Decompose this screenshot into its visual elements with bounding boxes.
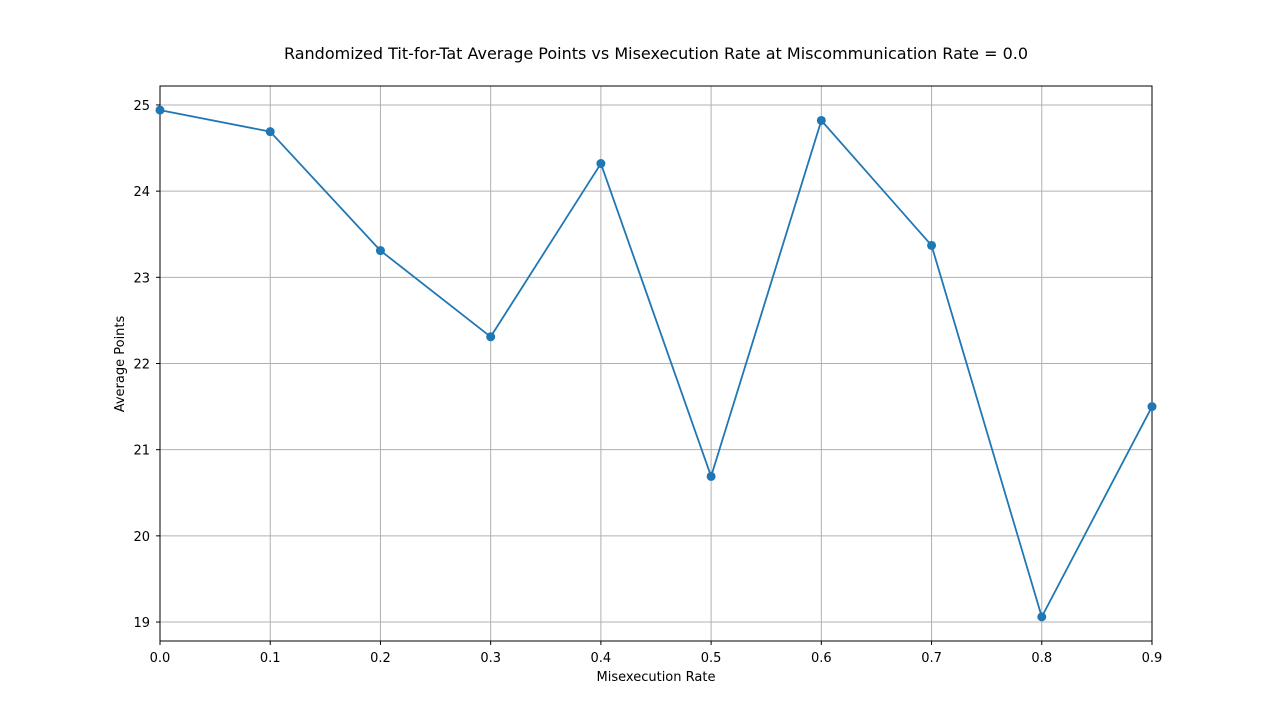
y-tick-label: 23 [133, 271, 150, 286]
x-tick-label: 0.4 [591, 651, 612, 666]
x-tick-label: 0.7 [921, 651, 942, 666]
data-point-marker [816, 115, 826, 125]
series-line [159, 109, 1153, 618]
data-point-marker [596, 159, 606, 169]
x-tick-label: 0.2 [370, 651, 391, 666]
data-point-marker [706, 471, 716, 481]
series-layer [155, 105, 1157, 622]
y-tick-label: 24 [133, 185, 150, 200]
y-tick-label: 25 [133, 99, 150, 114]
x-tick-label: 0.6 [811, 651, 832, 666]
x-tick-label: 0.9 [1142, 651, 1163, 666]
y-tick-label: 21 [133, 444, 150, 459]
grid-layer [159, 86, 1153, 641]
data-point-marker [1147, 402, 1157, 412]
data-point-marker [375, 246, 385, 256]
chart-title: Randomized Tit-for-Tat Average Points vs… [284, 44, 1028, 63]
x-axis-title: Misexecution Rate [597, 670, 716, 685]
data-point-marker [265, 127, 275, 137]
x-tick-label: 0.5 [701, 651, 722, 666]
x-tick-label: 0.8 [1031, 651, 1052, 666]
data-point-marker [1037, 612, 1047, 622]
y-tick-label: 22 [133, 358, 150, 373]
x-tick-label: 0.1 [260, 651, 281, 666]
data-point-marker [927, 240, 937, 250]
data-point-marker [486, 332, 496, 342]
y-axis-title: Average Points [113, 315, 128, 412]
tick-layer: 0.0 0.1 0.2 0.3 0.4 0.5 0.6 0.7 0.8 0.9 19 20 21 22 23… [133, 99, 1162, 666]
y-tick-label: 20 [133, 530, 150, 545]
y-tick-label: 19 [133, 616, 150, 631]
data-point-marker [155, 105, 165, 115]
x-tick-label: 0.3 [480, 651, 501, 666]
x-tick-label: 0.0 [150, 651, 171, 666]
